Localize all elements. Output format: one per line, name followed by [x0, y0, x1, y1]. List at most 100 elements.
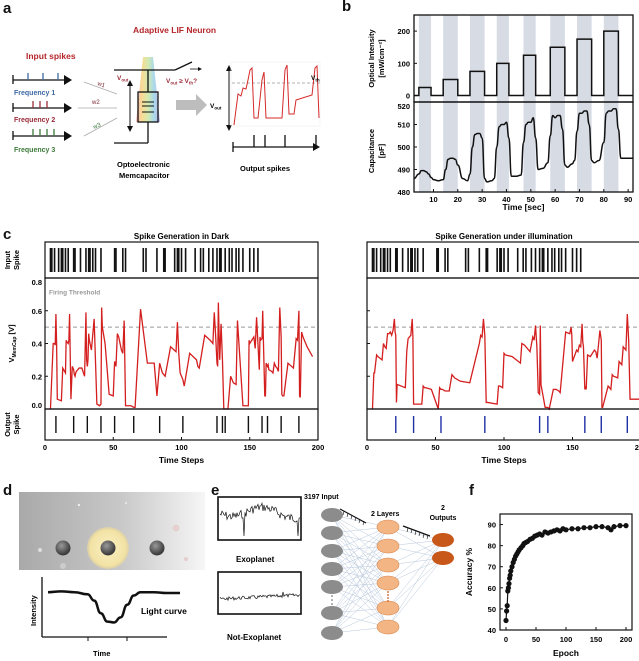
outputs-label: Outputs [430, 515, 457, 522]
vout-sub: out [121, 78, 128, 83]
exoplanet-label: Exoplanet [236, 555, 275, 564]
exoplanet-signal-box [217, 496, 302, 541]
planet-right [149, 540, 165, 556]
accuracy-point [506, 581, 512, 587]
input-neuron [321, 562, 343, 576]
edge-input-hidden [331, 532, 389, 609]
c-title: Spike Generation under illumination [435, 232, 572, 241]
b-xtick-label: 70 [575, 195, 583, 204]
edge-input-hidden [331, 586, 389, 628]
accuracy-point [569, 526, 575, 532]
c-xtick-label: 0 [365, 443, 369, 452]
edge-input-hidden [331, 526, 389, 614]
edge-input-hidden [331, 568, 389, 609]
c-ytick-label: 0.8 [32, 278, 42, 287]
panel-d-label: d [3, 482, 13, 499]
hidden-neuron [376, 600, 400, 616]
b-bottom-ytick-label: 480 [397, 188, 410, 197]
accuracy-point [509, 564, 515, 570]
b-top-ylabel-2: [mW/cm⁻²] [377, 39, 386, 78]
input-spike-ylabel-1: Input [3, 250, 12, 269]
illumination-band-1 [443, 15, 458, 192]
edge-hidden-output [387, 539, 444, 609]
input-neuron [321, 606, 343, 620]
output-spikes-label: Output spikes [240, 164, 290, 173]
vth-main: V [311, 75, 316, 82]
illumination-band-2 [469, 15, 485, 192]
output-neuron [432, 533, 454, 547]
panel-f-label: f [469, 482, 474, 499]
f-xtick-label: 0 [504, 635, 508, 644]
exoplanet-signal [219, 501, 301, 537]
vth-sub: th [315, 78, 319, 83]
panel-c-label: c [3, 226, 12, 243]
output-spike-ylabel-2: Spike [12, 414, 21, 434]
accuracy-point [507, 572, 513, 578]
switch-arrow-icon [198, 67, 202, 71]
light-curve-line [47, 590, 180, 624]
panel-b-chart: 0 100 200 480 490 500 510 520 10 20 30 40 50 60 70 80 90… [367, 14, 634, 212]
freq2-spikes [32, 101, 48, 108]
arrow-down-icon [127, 126, 133, 132]
panel-e-label: e [211, 482, 220, 499]
freq1-spikes [27, 73, 59, 80]
weights-bracket-1 [339, 508, 367, 524]
edge-input-hidden [331, 532, 389, 566]
panel-c-dark-chart: Spike Generation in Dark 0.0 0.2 0.4 0.6 0.8 0… [3, 232, 324, 465]
membrane-voltage-line [371, 313, 639, 411]
edge-input-hidden [331, 545, 389, 634]
not-exoplanet-signal-box [217, 571, 302, 615]
input-neuron [321, 626, 343, 640]
accuracy-point [503, 617, 509, 624]
trace-frame [230, 61, 321, 127]
panel-e-diagram: Exoplanet Not-Exoplanet 3197 Input 2 Lay… [217, 494, 457, 642]
not-exoplanet-label: Not-Exoplanet [227, 633, 282, 642]
b-top-ytick-label: 200 [397, 27, 410, 36]
panel-a-label: a [3, 0, 12, 17]
f-ytick-label: 90 [488, 521, 496, 530]
b-bottom-ytick-label: 490 [397, 166, 410, 175]
b-xtick-label: 20 [454, 195, 462, 204]
outputs-label-count: 2 [441, 505, 445, 512]
freq3-spikes [32, 129, 55, 136]
b-xtick-label: 80 [600, 195, 608, 204]
voltage-ylabel-sub: MemCap [12, 337, 18, 358]
illumination-band-3 [496, 15, 509, 192]
b-xtick-label: 40 [502, 195, 510, 204]
ellipsis-dot [331, 603, 333, 605]
accuracy-point [593, 524, 599, 530]
accuracy-point [504, 608, 510, 614]
accuracy-line [505, 524, 626, 621]
optical-intensity-line [414, 30, 633, 97]
panel-b-label: b [342, 0, 352, 15]
capacitance-line [413, 108, 633, 183]
f-xtick-label: 50 [532, 635, 540, 644]
edge-input-hidden [331, 582, 389, 614]
freq1-label: Frequency 1 [14, 90, 55, 97]
light-curve-label: Light curve [141, 606, 187, 616]
voltage-ylabel: VMemCap [V] [7, 324, 18, 362]
weight-w2: w2 [91, 100, 100, 106]
f-ylabel: Accuracy % [464, 547, 474, 596]
illumination-band-6 [577, 15, 592, 192]
condition-sub2: th [189, 81, 193, 86]
condition-main: V [166, 78, 171, 85]
panel-c-light-chart: Spike Generation under illumination 0 50 10… [365, 232, 639, 465]
arrow-up-icon [226, 65, 232, 71]
input-neuron [321, 526, 343, 540]
f-xtick-label: 150 [590, 635, 603, 644]
c-xtick-label: 0 [43, 443, 47, 452]
membrane-voltage-line [49, 302, 314, 410]
firing-threshold-label: Firing Threshold [49, 289, 100, 296]
accuracy-point [623, 523, 629, 529]
ellipsis-dot [387, 594, 389, 596]
device-label-line1: Optoelectronic [117, 160, 170, 169]
arrow-down-icon [226, 125, 232, 131]
f-xtick-label: 200 [620, 635, 633, 644]
background-stars [38, 502, 188, 569]
f-ytick-label: 60 [488, 584, 496, 593]
b-bottom-ytick-label: 510 [397, 121, 410, 130]
edge-input-hidden [331, 607, 389, 634]
weight-w1: w1 [95, 81, 106, 90]
input-neuron [321, 544, 343, 558]
